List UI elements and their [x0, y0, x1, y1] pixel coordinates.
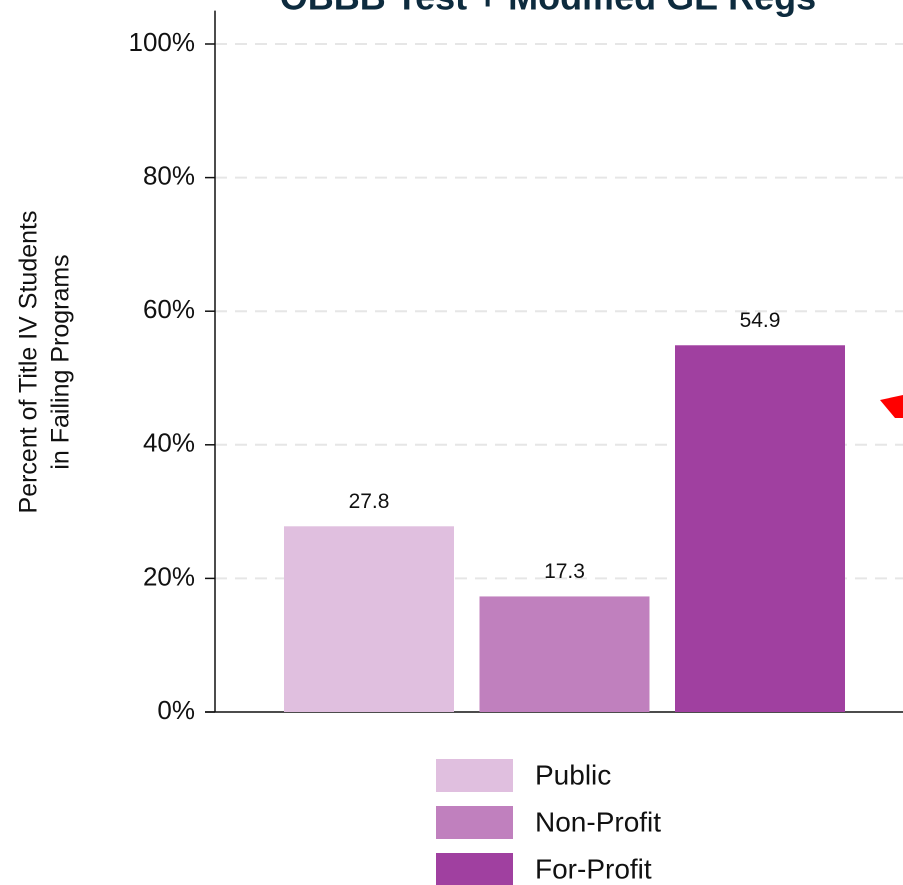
y-tick-label: 80%: [143, 160, 195, 190]
legend-swatch: [436, 853, 513, 885]
legend-label: Non-Profit: [535, 806, 661, 837]
y-tick-label: 0%: [157, 695, 195, 725]
value-label: 27.8: [349, 490, 390, 513]
legend-swatch: [436, 806, 513, 839]
legend-label: Public: [535, 759, 611, 790]
y-tick-label: 40%: [143, 428, 195, 458]
chart-title: OBBB Test + Modified GE Regs: [280, 0, 816, 18]
y-tick-label: 60%: [143, 294, 195, 324]
legend-label: For-Profit: [535, 853, 652, 884]
legend-swatch: [436, 759, 513, 792]
y-axis-label-line: in Failing Programs: [47, 254, 75, 469]
bar: [479, 596, 650, 712]
value-label: 54.9: [740, 309, 781, 332]
arrow-head: [880, 395, 903, 418]
y-tick-label: 20%: [143, 561, 195, 591]
bar: [675, 345, 845, 712]
y-tick-label: 100%: [129, 27, 196, 57]
value-label: 17.3: [544, 560, 585, 583]
bar: [284, 526, 454, 712]
y-axis-label-line: Percent of Title IV Students: [15, 211, 43, 514]
y-axis-label: Percent of Title IV Students in Failing …: [15, 211, 75, 514]
